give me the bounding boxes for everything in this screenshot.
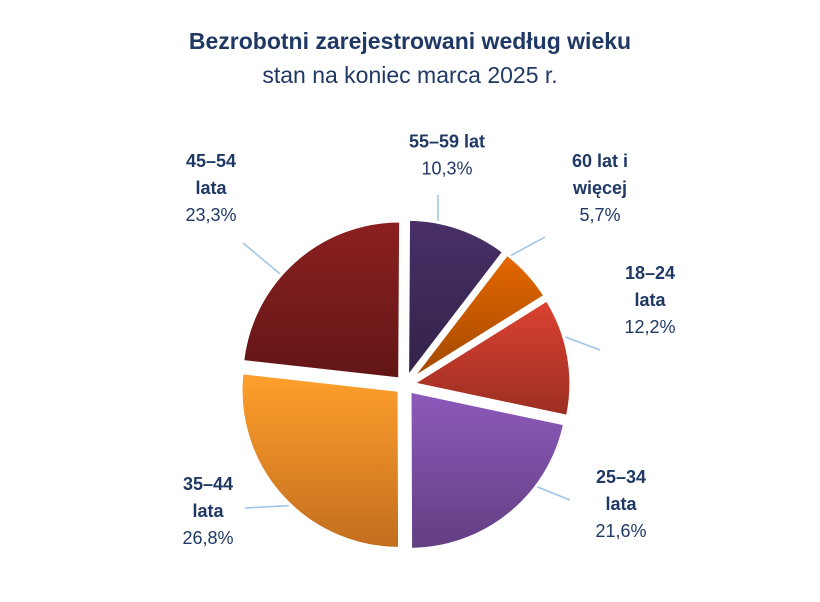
slice-category-label: 55–59 lat [409, 132, 485, 152]
slice-label: 45–54 lata 23,3% [185, 151, 236, 225]
slice-category-label: lata [195, 178, 227, 198]
slice-category-label: 35–44 [183, 474, 233, 494]
slice-value-label: 5,7% [579, 205, 620, 225]
chart-title: Bezrobotni zarejestrowani według wieku [188, 28, 632, 54]
slice-category-label: lata [192, 501, 224, 521]
leader-line [242, 242, 286, 279]
slice-label: 18–24 lata 12,2% [624, 263, 675, 337]
slice-category-label: lata [634, 290, 666, 310]
leader-line [559, 334, 601, 351]
slice-category-label: więcej [572, 178, 627, 198]
pie-slice-35-44-lata [239, 371, 402, 550]
pie-slice-55-59-lat [406, 217, 506, 382]
slice-value-label: 10,3% [421, 159, 472, 179]
pie-slice-60-lat-i-wi-cej [409, 252, 547, 381]
leader-line [509, 236, 546, 257]
slice-value-label: 12,2% [624, 317, 675, 337]
slice-value-label: 21,6% [595, 521, 646, 541]
slice-label: 55–59 lat 10,3% [409, 132, 485, 179]
slice-label: 60 lat i więcej 5,7% [572, 151, 628, 225]
slice-category-label: 45–54 [186, 151, 236, 171]
chart-subtitle: stan na koniec marca 2025 r. [262, 62, 558, 88]
pie-slice-45-54-lata [241, 219, 403, 381]
slice-category-label: 18–24 [625, 263, 675, 283]
slice-value-label: 23,3% [185, 205, 236, 225]
pie-slice-18-24-lata [408, 297, 573, 419]
slice-category-label: lata [605, 494, 637, 514]
slice-label: 25–34 lata 21,6% [595, 467, 646, 541]
pie-slice-25-34-lata [408, 389, 567, 551]
slice-category-label: 60 lat i [572, 151, 628, 171]
slice-label: 35–44 lata 26,8% [182, 474, 233, 548]
slice-value-label: 26,8% [182, 528, 233, 548]
slice-category-label: 25–34 [596, 467, 646, 487]
